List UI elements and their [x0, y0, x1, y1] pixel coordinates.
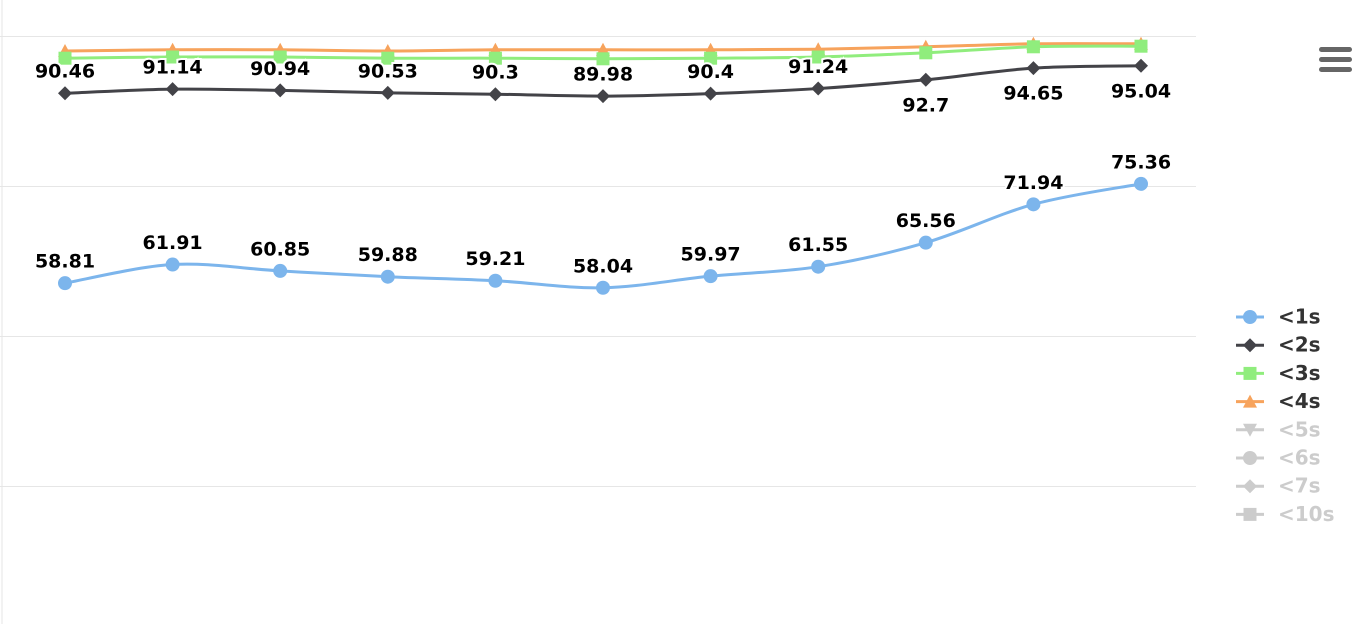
legend-item[interactable]: <2s — [1236, 333, 1321, 357]
legend-item[interactable]: <4s — [1236, 389, 1321, 413]
legend-item[interactable]: <3s — [1236, 361, 1321, 385]
point — [918, 235, 933, 250]
point — [273, 83, 288, 98]
series — [58, 39, 1148, 66]
legend-label: <7s — [1278, 474, 1321, 498]
point — [1026, 40, 1040, 54]
point — [1134, 39, 1148, 53]
legend-label: <6s — [1278, 446, 1321, 470]
data-label: 58.04 — [573, 255, 633, 277]
point — [704, 51, 718, 65]
point — [380, 269, 395, 284]
data-label: 59.97 — [681, 244, 741, 266]
point — [165, 82, 180, 97]
point — [1026, 197, 1041, 212]
legend-item[interactable]: <1s — [1236, 305, 1321, 329]
legend-item[interactable]: <10s — [1236, 502, 1335, 526]
legend-marker — [1243, 423, 1257, 437]
data-label: 71.94 — [1003, 172, 1063, 194]
point — [165, 257, 180, 272]
point — [58, 276, 72, 291]
point — [380, 85, 395, 100]
data-label: 61.91 — [143, 232, 203, 254]
series — [58, 176, 1148, 295]
menu-bar — [1319, 47, 1352, 52]
series — [58, 58, 1148, 104]
point — [381, 51, 395, 65]
point — [919, 46, 933, 60]
point — [488, 87, 503, 102]
legend-marker — [1243, 451, 1257, 465]
data-label: 59.21 — [465, 248, 525, 270]
point — [703, 269, 718, 284]
legend-marker — [1243, 507, 1257, 521]
data-label: 65.56 — [896, 210, 956, 232]
point — [811, 81, 826, 96]
data-label: 90.46 — [35, 61, 95, 83]
point — [488, 51, 502, 65]
point — [1134, 176, 1148, 191]
data-label: 90.53 — [358, 60, 418, 82]
point — [166, 50, 180, 64]
legend-label: <5s — [1278, 417, 1321, 441]
data-label: 58.81 — [35, 251, 95, 273]
data-label: 89.98 — [573, 64, 633, 86]
legend-item[interactable]: <6s — [1236, 446, 1321, 470]
data-label: 60.85 — [250, 238, 310, 260]
point — [273, 50, 287, 64]
point — [596, 280, 610, 295]
legend-marker — [1243, 479, 1257, 494]
data-label: 92.7 — [902, 94, 949, 116]
point — [488, 273, 503, 288]
data-label: 94.65 — [1003, 83, 1063, 105]
menu-button[interactable] — [1319, 47, 1352, 72]
menu-bar — [1319, 67, 1352, 72]
data-label: 90.3 — [472, 62, 519, 84]
point — [918, 72, 933, 87]
legend-marker — [1243, 366, 1257, 380]
legend-label: <4s — [1278, 389, 1321, 413]
point — [811, 259, 826, 274]
legend-marker — [1243, 338, 1257, 353]
menu-bar — [1319, 57, 1352, 62]
point — [703, 86, 718, 101]
point — [1134, 58, 1148, 73]
data-label: 75.36 — [1111, 151, 1171, 173]
legend-item[interactable]: <5s — [1236, 417, 1321, 441]
data-label: 91.24 — [788, 56, 848, 78]
data-label: 95.04 — [1111, 80, 1171, 102]
point — [811, 50, 825, 64]
legend-marker — [1243, 394, 1257, 408]
data-label: 59.88 — [358, 244, 418, 266]
point — [596, 89, 610, 104]
point — [58, 51, 72, 65]
point — [596, 52, 610, 66]
legend-label: <10s — [1278, 502, 1335, 526]
point — [273, 263, 288, 278]
data-label: 61.55 — [788, 234, 848, 256]
legend-label: <3s — [1278, 361, 1321, 385]
legend-label: <1s — [1278, 305, 1321, 329]
point — [1026, 61, 1041, 76]
legend-item[interactable]: <7s — [1236, 474, 1321, 498]
legend-marker — [1243, 310, 1257, 324]
point — [58, 86, 72, 101]
data-label: 90.4 — [687, 61, 734, 83]
data-label: 91.14 — [143, 57, 203, 79]
data-label: 90.94 — [250, 58, 310, 80]
legend-label: <2s — [1278, 333, 1321, 357]
